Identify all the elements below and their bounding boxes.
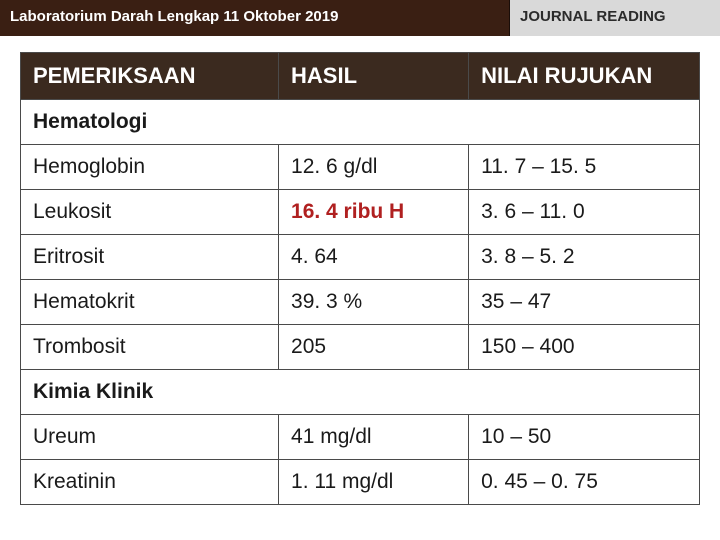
table-row: Hemoglobin12. 6 g/dl11. 7 – 15. 5 (21, 145, 700, 190)
cell-reference: 10 – 50 (469, 415, 700, 460)
cell-reference: 0. 45 – 0. 75 (469, 460, 700, 505)
table-row: Leukosit16. 4 ribu H3. 6 – 11. 0 (21, 190, 700, 235)
lab-results-table: PEMERIKSAAN HASIL NILAI RUJUKAN Hematolo… (20, 52, 700, 505)
col-header-hasil: HASIL (279, 53, 469, 100)
section-title: Hematologi (21, 100, 700, 145)
section-row: Kimia Klinik (21, 370, 700, 415)
section-title: Kimia Klinik (21, 370, 700, 415)
lab-table-container: PEMERIKSAAN HASIL NILAI RUJUKAN Hematolo… (0, 36, 720, 505)
header-right-title: JOURNAL READING (510, 0, 720, 36)
cell-result: 205 (279, 325, 469, 370)
header-left-title: Laboratorium Darah Lengkap 11 Oktober 20… (0, 0, 510, 36)
cell-name: Ureum (21, 415, 279, 460)
col-header-rujukan: NILAI RUJUKAN (469, 53, 700, 100)
cell-reference: 11. 7 – 15. 5 (469, 145, 700, 190)
cell-result: 41 mg/dl (279, 415, 469, 460)
cell-name: Trombosit (21, 325, 279, 370)
cell-result: 12. 6 g/dl (279, 145, 469, 190)
cell-result: 1. 11 mg/dl (279, 460, 469, 505)
cell-reference: 150 – 400 (469, 325, 700, 370)
cell-name: Hemoglobin (21, 145, 279, 190)
table-row: Kreatinin1. 11 mg/dl0. 45 – 0. 75 (21, 460, 700, 505)
header-bar: Laboratorium Darah Lengkap 11 Oktober 20… (0, 0, 720, 36)
cell-name: Leukosit (21, 190, 279, 235)
cell-reference: 3. 6 – 11. 0 (469, 190, 700, 235)
table-header-row: PEMERIKSAAN HASIL NILAI RUJUKAN (21, 53, 700, 100)
cell-result: 16. 4 ribu H (279, 190, 469, 235)
cell-result: 4. 64 (279, 235, 469, 280)
table-row: Eritrosit4. 643. 8 – 5. 2 (21, 235, 700, 280)
cell-reference: 3. 8 – 5. 2 (469, 235, 700, 280)
cell-reference: 35 – 47 (469, 280, 700, 325)
table-row: Ureum41 mg/dl10 – 50 (21, 415, 700, 460)
col-header-pemeriksaan: PEMERIKSAAN (21, 53, 279, 100)
cell-name: Eritrosit (21, 235, 279, 280)
cell-name: Hematokrit (21, 280, 279, 325)
section-row: Hematologi (21, 100, 700, 145)
cell-result: 39. 3 % (279, 280, 469, 325)
table-row: Hematokrit39. 3 %35 – 47 (21, 280, 700, 325)
table-row: Trombosit205150 – 400 (21, 325, 700, 370)
cell-name: Kreatinin (21, 460, 279, 505)
